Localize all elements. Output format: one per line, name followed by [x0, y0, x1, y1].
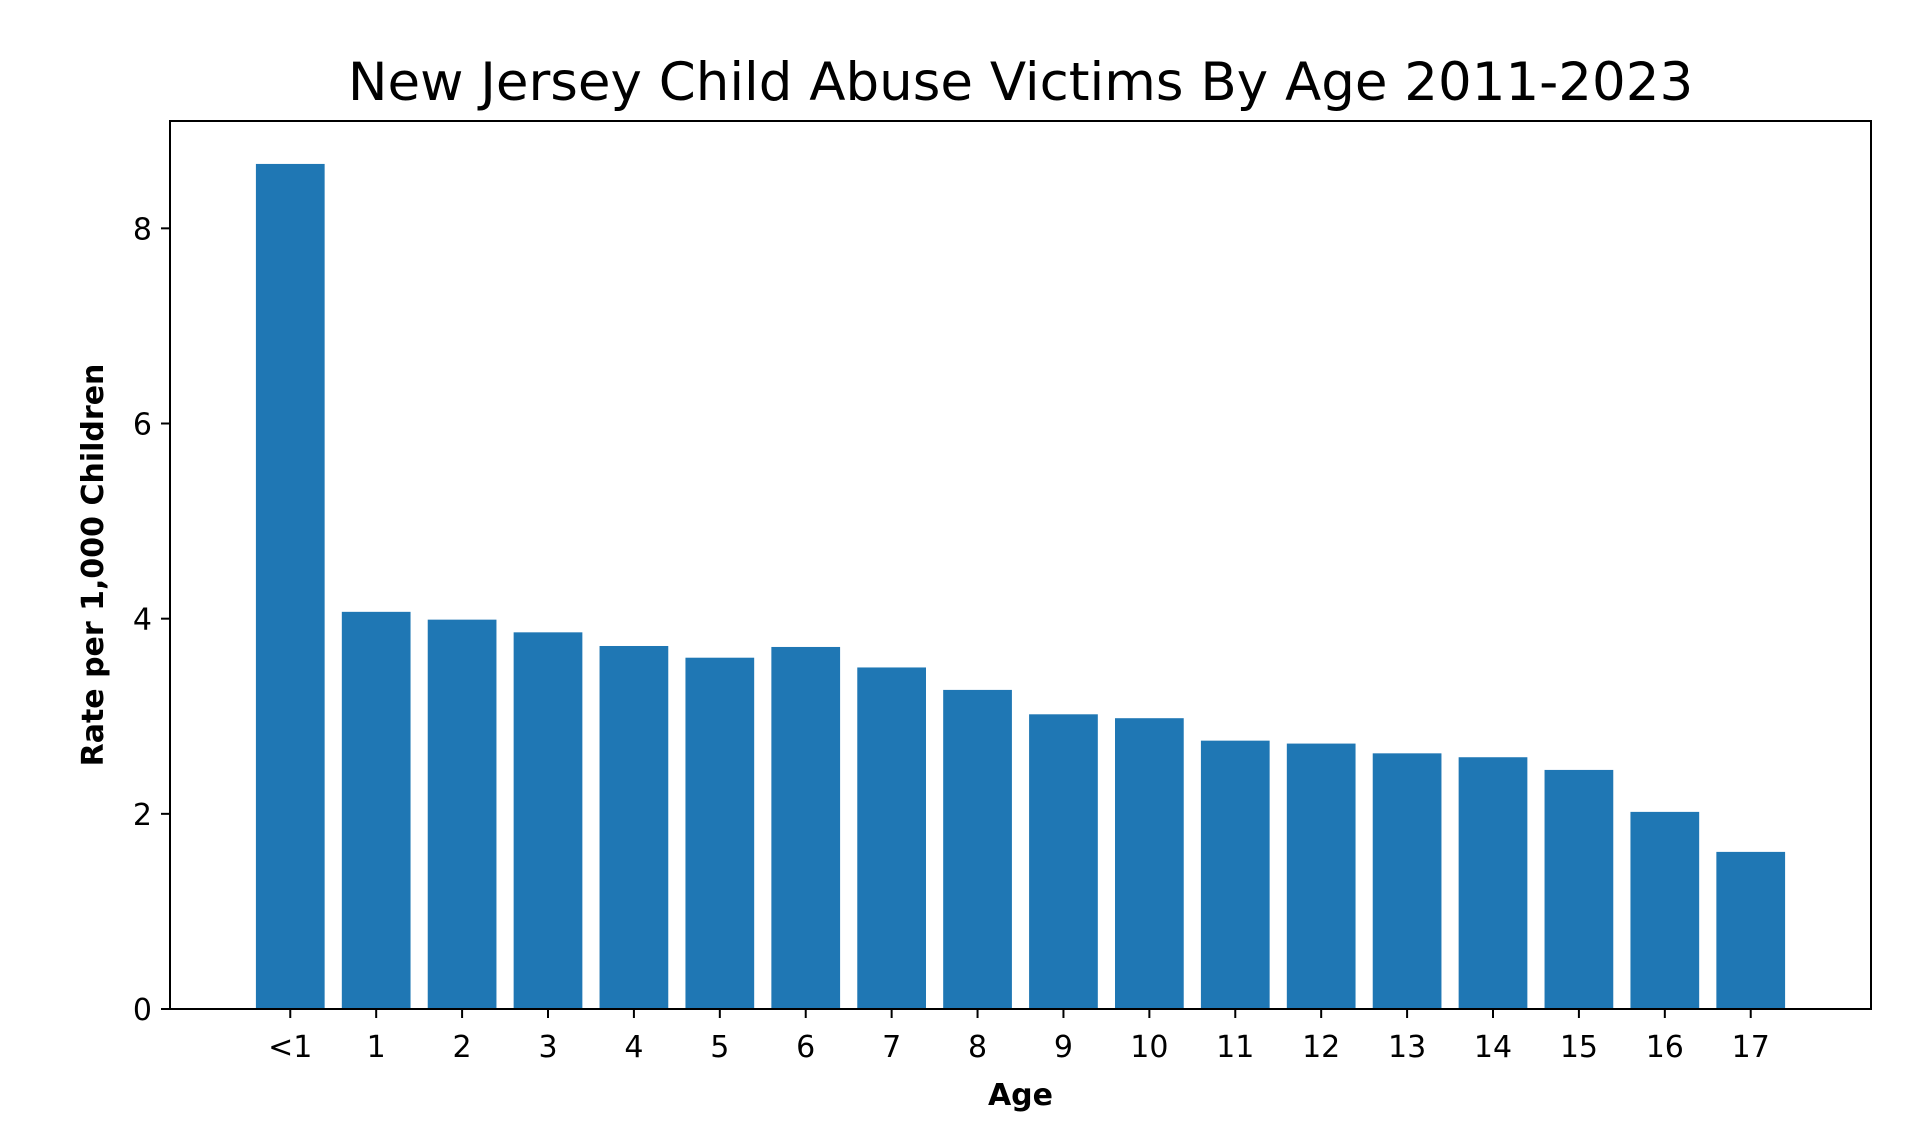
x-tick-label: <1: [268, 1030, 312, 1065]
y-tick-label: 0: [133, 993, 152, 1028]
x-tick-label: 12: [1302, 1030, 1340, 1065]
x-tick-label: 5: [710, 1030, 729, 1065]
bar-8: [943, 689, 1012, 1009]
x-tick-label: 16: [1646, 1030, 1684, 1065]
x-tick-label: 13: [1388, 1030, 1426, 1065]
x-tick-label: 15: [1560, 1030, 1598, 1065]
x-tick-label: 2: [453, 1030, 472, 1065]
bar-16: [1630, 811, 1700, 1009]
bar-3: [513, 632, 583, 1009]
bar-10: [1115, 718, 1184, 1009]
y-tick-label: 8: [133, 212, 152, 247]
y-tick-label: 4: [133, 603, 152, 638]
x-tick-label: 8: [968, 1030, 987, 1065]
x-axis-label: Age: [988, 1078, 1053, 1113]
bar-9: [1029, 714, 1098, 1009]
bar-13: [1372, 753, 1442, 1009]
bar-14: [1458, 757, 1528, 1009]
chart-title: New Jersey Child Abuse Victims By Age 20…: [348, 52, 1693, 113]
bar-0: [255, 163, 325, 1009]
x-tick-label: 6: [796, 1030, 815, 1065]
bar-15: [1544, 769, 1614, 1009]
y-tick-label: 6: [133, 408, 152, 443]
x-tick-label: 9: [1054, 1030, 1073, 1065]
bar-4: [599, 645, 669, 1009]
bar-7: [857, 667, 926, 1009]
x-axis: <1 1 2 3 4 5 6 7 8 9 10 11 12 13 14 15 16 17: [268, 1009, 1770, 1065]
bar-11: [1200, 740, 1270, 1009]
bar-12: [1286, 743, 1356, 1009]
bars-layer: [255, 163, 1786, 1009]
x-tick-label: 1: [367, 1030, 386, 1065]
bar-6: [771, 646, 841, 1009]
bar-17: [1716, 851, 1786, 1009]
bar-2: [427, 619, 497, 1009]
x-tick-label: 10: [1130, 1030, 1168, 1065]
x-tick-label: 4: [624, 1030, 643, 1065]
plot-frame: [169, 120, 1872, 1010]
y-axis: 0 2 4 6 8: [133, 212, 170, 1028]
bar-5: [685, 657, 755, 1009]
y-axis-label: Rate per 1,000 Children: [76, 364, 111, 767]
x-tick-label: 11: [1216, 1030, 1254, 1065]
x-tick-label: 14: [1474, 1030, 1512, 1065]
bar-1: [341, 611, 411, 1009]
x-tick-label: 7: [882, 1030, 901, 1065]
x-tick-label: 17: [1732, 1030, 1770, 1065]
y-tick-label: 2: [133, 798, 152, 833]
x-tick-label: 3: [538, 1030, 557, 1065]
